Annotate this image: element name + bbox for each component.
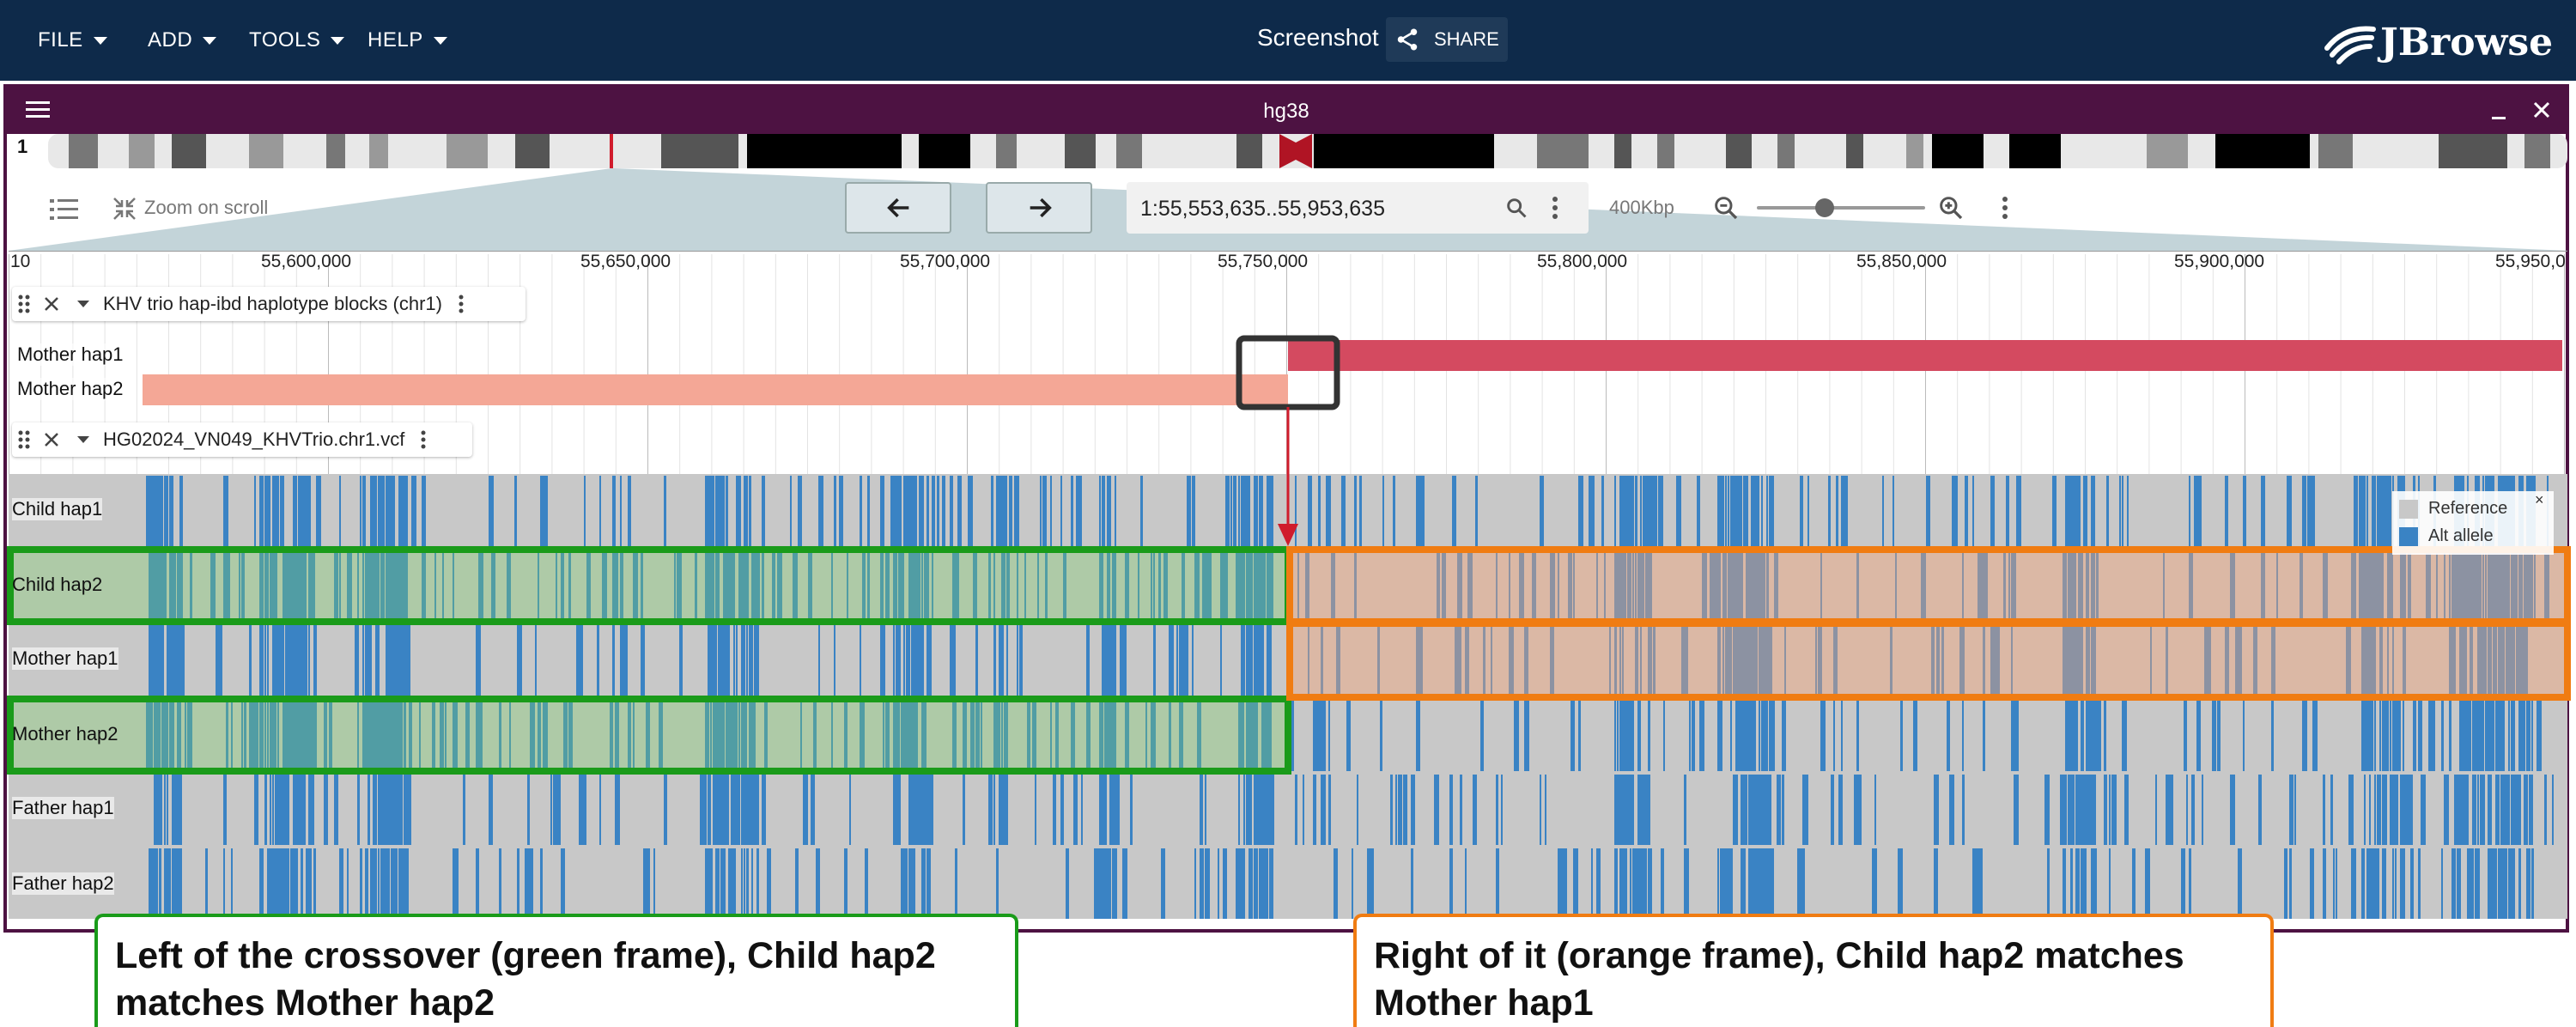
track-name: KHV trio hap-ibd haplotype blocks (chr1) <box>103 293 442 314</box>
menu-help-label: HELP <box>368 28 423 52</box>
ruler-label: 55,700,000 <box>900 252 991 271</box>
row-label: Mother hap2 <box>17 378 124 400</box>
row-label: Mother hap1 <box>12 647 118 670</box>
location-input[interactable] <box>1140 197 1484 222</box>
close-icon[interactable] <box>2531 100 2552 120</box>
row-label: Mother hap2 <box>12 723 118 744</box>
menu-tools[interactable]: TOOLS <box>249 0 345 81</box>
callout-left-text: Left of the crossover (green frame), Chi… <box>115 935 936 1024</box>
row-label: Child hap2 <box>12 574 103 595</box>
zoom-on-scroll-icon[interactable] <box>112 196 137 222</box>
ruler-label: 55,950,0 <box>2495 252 2566 271</box>
legend-swatch-reference <box>2399 500 2418 519</box>
search-icon[interactable] <box>1504 196 1528 220</box>
arrow-right-icon <box>1030 198 1052 218</box>
menu-file[interactable]: FILE <box>38 0 107 81</box>
menu-file-label: FILE <box>38 28 83 52</box>
menu-help[interactable]: HELP <box>368 0 447 81</box>
view-title: hg38 <box>1263 100 1309 123</box>
jbrowse-logo-icon <box>2324 26 2376 64</box>
chromosome-label: 1 <box>17 136 28 157</box>
track-label-hapibd: KHV trio hap-ibd haplotype blocks (chr1) <box>12 287 526 321</box>
callout-right-text: Right of it (orange frame), Child hap2 m… <box>1374 935 2184 1024</box>
more-vert-icon[interactable] <box>1551 196 1559 220</box>
close-track-icon[interactable] <box>43 295 60 313</box>
row-label: Mother hap1 <box>17 343 124 366</box>
track-menu-icon[interactable] <box>458 294 465 314</box>
session-name[interactable]: Screenshot <box>1257 24 1379 51</box>
chevron-down-icon <box>93 36 107 45</box>
zoom-in-icon[interactable] <box>1937 194 1965 222</box>
callout-right: Right of it (orange frame), Child hap2 m… <box>1353 914 2274 1027</box>
ideogram-bands <box>69 134 2550 168</box>
row-label: Father hap2 <box>12 872 114 895</box>
app-bar: FILE ADD TOOLS HELP Screenshot SHARE JBr… <box>0 0 2576 81</box>
orange-frame-mother-hap1 <box>1286 620 2571 701</box>
track-selector-icon[interactable] <box>50 198 79 223</box>
ruler-label: 55,850,000 <box>1856 252 1947 271</box>
arrow-left-icon <box>887 198 909 218</box>
legend-close-icon[interactable]: × <box>2535 491 2544 508</box>
green-frame-child-hap2 <box>7 546 1291 625</box>
chromosome-ideogram[interactable] <box>48 134 2567 168</box>
zoom-slider[interactable] <box>1757 206 1925 210</box>
drag-handle-icon[interactable] <box>17 429 31 450</box>
ruler-label: 55,650,000 <box>580 252 671 271</box>
ruler-line <box>9 251 2567 252</box>
legend-label: Reference <box>2428 499 2508 518</box>
track-menu-icon[interactable] <box>420 429 427 450</box>
chevron-down-icon <box>203 36 217 45</box>
chevron-down-icon <box>331 36 345 45</box>
legend-swatch-alt <box>2399 527 2418 546</box>
track-label-vcf: HG02024_VN049_KHVTrio.chr1.vcf <box>12 422 472 457</box>
minimize-icon[interactable] <box>2488 101 2509 122</box>
zoom-on-scroll-label[interactable]: Zoom on scroll <box>144 197 269 218</box>
drag-handle-icon[interactable] <box>17 294 31 314</box>
zoom-slider-thumb[interactable] <box>1815 198 1834 217</box>
callout-left: Left of the crossover (green frame), Chi… <box>94 914 1018 1027</box>
ruler-label: 10 <box>10 252 31 271</box>
chevron-down-icon <box>433 36 447 45</box>
scale-label: 400Kbp <box>1609 197 1674 218</box>
scroll-right-button[interactable] <box>986 182 1092 234</box>
legend-label: Alt allele <box>2428 526 2494 545</box>
row-label: Father hap1 <box>12 797 114 819</box>
close-track-icon[interactable] <box>43 431 60 448</box>
hamburger-menu-icon[interactable] <box>26 100 52 120</box>
mother-hap1-ibd-block[interactable] <box>1288 340 2562 371</box>
scroll-left-button[interactable] <box>845 182 951 234</box>
ruler-label: 55,750,000 <box>1218 252 1309 271</box>
share-icon <box>1397 28 1418 51</box>
menu-add-label: ADD <box>148 28 193 52</box>
zoom-out-icon[interactable] <box>1712 194 1740 222</box>
share-label: SHARE <box>1434 28 1499 50</box>
track-name: HG02024_VN049_KHVTrio.chr1.vcf <box>103 428 405 450</box>
ruler-label: 55,800,000 <box>1537 252 1628 271</box>
view-header: hg38 <box>7 88 2566 134</box>
mother-hap2-ibd-block[interactable] <box>143 374 1288 405</box>
menu-tools-label: TOOLS <box>249 28 321 52</box>
orange-frame-child-hap2 <box>1286 546 2571 625</box>
chevron-down-icon[interactable] <box>76 299 91 309</box>
ruler-label: 55,900,000 <box>2174 252 2265 271</box>
view-menu-icon[interactable] <box>2001 196 2009 220</box>
green-frame-mother-hap2 <box>7 696 1291 775</box>
crossover-arrow <box>1278 407 1298 546</box>
menu-add[interactable]: ADD <box>148 0 217 81</box>
chevron-down-icon[interactable] <box>76 434 91 445</box>
share-button[interactable]: SHARE <box>1386 17 1508 62</box>
logo-text: JBrowse <box>2380 21 2554 64</box>
vcf-legend: Reference Alt allele × <box>2392 491 2554 555</box>
ruler-label: 55,600,000 <box>261 252 352 271</box>
row-label: Child hap1 <box>12 498 103 520</box>
